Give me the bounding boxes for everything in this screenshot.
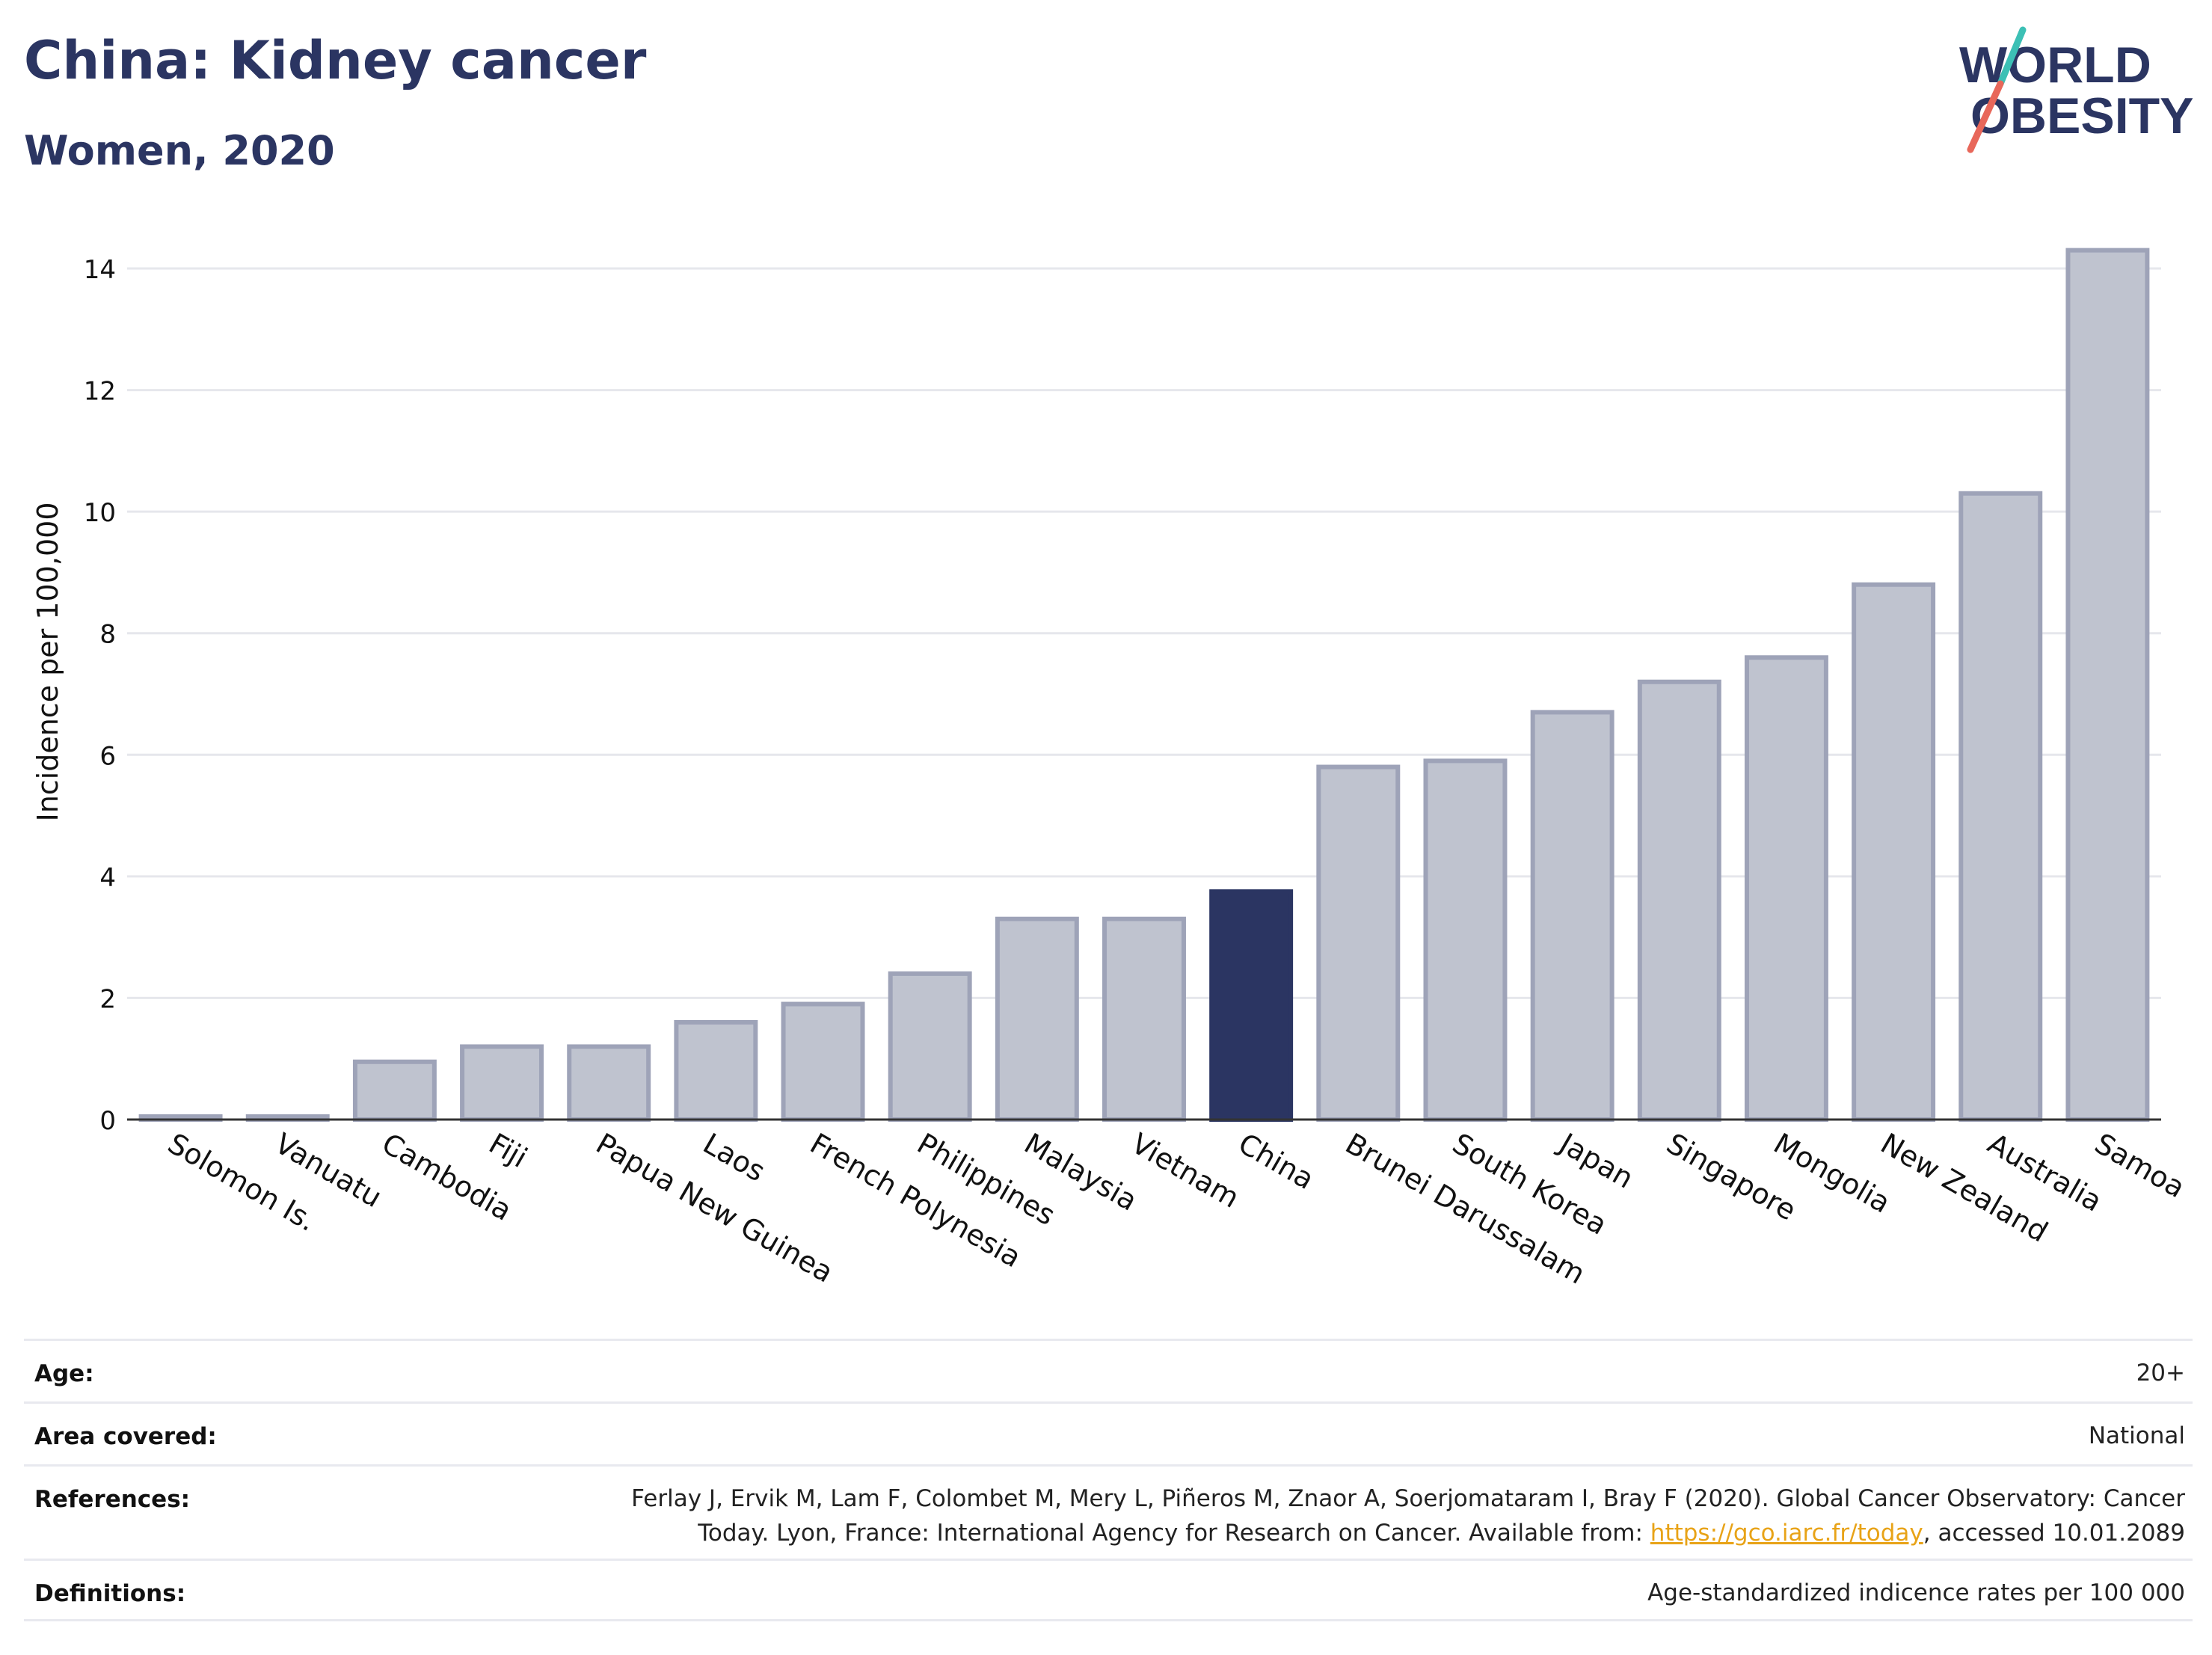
meta-area-value: National xyxy=(2088,1422,2185,1449)
bar-australia xyxy=(1958,491,2043,1122)
bar-laos xyxy=(674,1019,758,1123)
meta-row-age: Age: 20+ xyxy=(24,1339,2193,1401)
y-tick-label: 0 xyxy=(99,1106,116,1136)
bars xyxy=(138,248,2150,1123)
page-subtitle: Women, 2020 xyxy=(24,127,335,174)
bar-vietnam xyxy=(1102,916,1186,1123)
bar-fiji xyxy=(460,1044,544,1123)
y-tick-label: 10 xyxy=(84,498,116,528)
y-tick-label: 14 xyxy=(84,255,116,285)
y-tick-label: 4 xyxy=(99,863,116,893)
meta-row-area: Area covered: National xyxy=(24,1401,2193,1464)
x-tick-label: Fiji xyxy=(484,1127,533,1174)
bar-samoa xyxy=(2065,248,2150,1123)
meta-age-label: Age: xyxy=(34,1360,94,1387)
bar-philippines xyxy=(888,971,972,1123)
meta-row-references: References: Ferlay J, Ervik M, Lam F, Co… xyxy=(24,1464,2193,1559)
meta-age-value: 20+ xyxy=(2136,1360,2185,1387)
y-tick-label: 6 xyxy=(99,741,116,771)
bar-new-zealand xyxy=(1852,582,1936,1122)
logo-line2: OBESITY xyxy=(1970,87,2194,144)
x-tick-label: China xyxy=(1233,1127,1320,1196)
y-tick-label: 2 xyxy=(99,984,116,1014)
references-line1: Ferlay J, Ervik M, Lam F, Colombet M, Me… xyxy=(631,1485,2185,1512)
logo-slash-red xyxy=(1967,80,2004,153)
bar-singapore xyxy=(1637,679,1721,1122)
y-tick-label: 8 xyxy=(99,620,116,650)
meta-references-label: References: xyxy=(34,1486,191,1513)
x-tick-label: Laos xyxy=(698,1127,771,1188)
bar-papua-new-guinea xyxy=(567,1044,651,1123)
y-tick-labels: 0 2 4 6 8 10 12 14 xyxy=(84,255,116,1136)
bar-malaysia xyxy=(995,916,1079,1123)
logo-line1: WORLD xyxy=(1959,37,2151,93)
y-axis-label: Incidence per 100,000 xyxy=(31,502,64,821)
logo-slash-teal xyxy=(1997,26,2027,87)
meta-area-label: Area covered: xyxy=(34,1423,217,1450)
meta-row-definitions: Definitions: Age-standardized indicence … xyxy=(24,1559,2193,1621)
references-link[interactable]: https://gco.iarc.fr/today xyxy=(1650,1520,1923,1547)
meta-definitions-label: Definitions: xyxy=(34,1580,186,1607)
world-obesity-logo: WORLD OBESITY xyxy=(1959,26,2194,153)
bar-cambodia xyxy=(352,1059,437,1122)
bar-mongolia xyxy=(1744,655,1828,1122)
bar-south-korea xyxy=(1423,758,1508,1123)
references-line2-pre: Today. Lyon, France: International Agenc… xyxy=(698,1520,1650,1547)
meta-definitions-value: Age-standardized indicence rates per 100… xyxy=(1647,1579,2185,1606)
x-tick-label: Japan xyxy=(1552,1126,1639,1195)
page-title: China: Kidney cancer xyxy=(24,30,647,91)
bar-japan xyxy=(1530,710,1615,1122)
bar-french-polynesia xyxy=(781,1001,865,1122)
y-tick-label: 12 xyxy=(84,377,116,407)
bar-brunei-darussalam xyxy=(1316,764,1401,1122)
meta-references-value: Ferlay J, Ervik M, Lam F, Colombet M, Me… xyxy=(631,1467,2193,1559)
metadata-table: Age: 20+ Area covered: National Referenc… xyxy=(24,1339,2193,1621)
references-line2-post: , accessed 10.01.2089 xyxy=(1923,1520,2185,1547)
bar-chart: 0 2 4 6 8 10 12 14 Solomon Is.VanuatuCambodiaFi… xyxy=(31,248,2190,1291)
x-tick-label: Vietnam xyxy=(1126,1127,1245,1215)
bar-china xyxy=(1209,889,1294,1123)
